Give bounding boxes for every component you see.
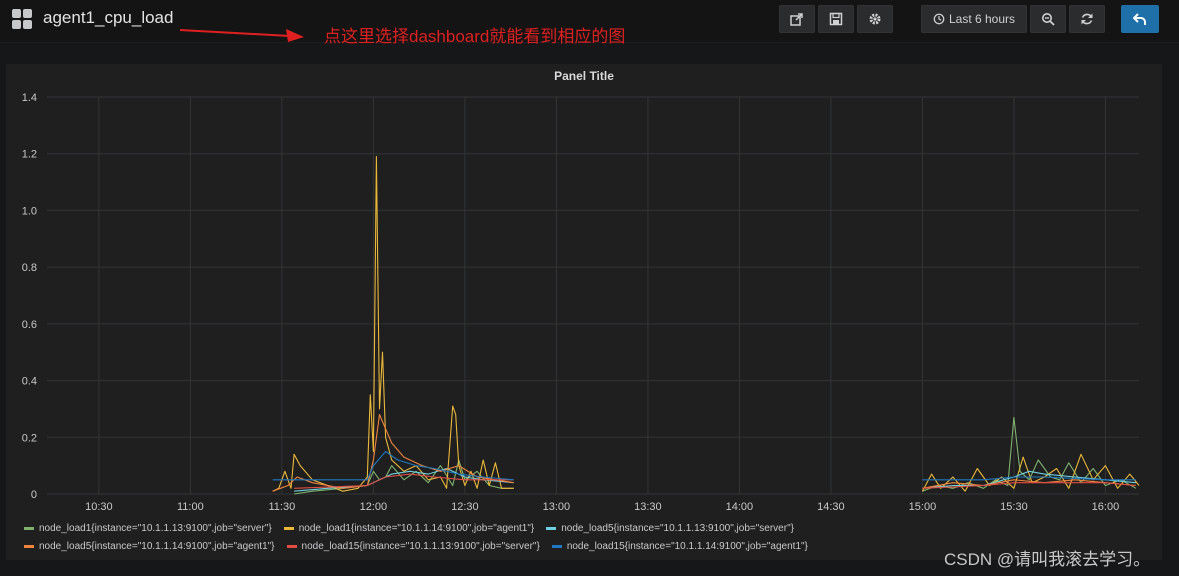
x-tick-label: 13:00 xyxy=(543,501,571,513)
x-tick-label: 11:30 xyxy=(269,501,296,513)
y-tick-label: 0.2 xyxy=(22,432,37,444)
legend-swatch xyxy=(24,526,34,530)
back-icon xyxy=(1133,13,1146,25)
y-tick-label: 0.4 xyxy=(22,376,37,388)
panel-title[interactable]: Panel Title xyxy=(554,69,614,83)
back-to-dashboard-button[interactable] xyxy=(1121,5,1159,33)
save-icon xyxy=(829,12,843,26)
zoom-out-icon xyxy=(1042,13,1055,26)
x-tick-label: 12:30 xyxy=(451,501,479,513)
x-tick-label: 11:00 xyxy=(177,501,204,513)
legend-swatch xyxy=(551,544,562,548)
legend-label: node_load5{instance="10.1.1.13:9100",job… xyxy=(561,522,794,534)
dashboard-grid-icon[interactable] xyxy=(12,9,32,29)
series-line-5-segment-0[interactable] xyxy=(272,450,514,481)
clock-icon xyxy=(933,13,945,25)
legend-item[interactable]: node_load1{instance="10.1.1.14:9100",job… xyxy=(283,522,535,534)
legend-label: node_load5{instance="10.1.1.14:9100",job… xyxy=(39,540,275,552)
legend-swatch xyxy=(546,526,557,530)
time-range-picker[interactable]: Last 6 hours xyxy=(921,5,1027,33)
y-tick-label: 0 xyxy=(31,489,37,501)
top-navbar: agent1_cpu_load 点这里选择dashboard就能看到相应的图 L… xyxy=(0,0,1179,46)
time-range-label: Last 6 hours xyxy=(948,12,1016,26)
series-line-5-segment-1[interactable] xyxy=(922,476,1136,481)
legend-label: node_load15{instance="10.1.1.13:9100",jo… xyxy=(301,540,540,552)
x-tick-label: 14:00 xyxy=(726,501,754,513)
annotation-text: 点这里选择dashboard就能看到相应的图 xyxy=(324,27,626,46)
legend-swatch xyxy=(286,544,297,548)
legend-item[interactable]: node_load5{instance="10.1.1.14:9100",job… xyxy=(24,541,275,552)
x-tick-label: 15:00 xyxy=(909,501,937,513)
dashboard-title[interactable]: agent1_cpu_load xyxy=(43,8,174,27)
share-dashboard-button[interactable] xyxy=(779,5,815,33)
refresh-icon xyxy=(1081,13,1093,25)
save-dashboard-button[interactable] xyxy=(818,5,854,33)
graph-panel: Panel Title 0 0.2 0.4 0.6 0.8 1.0 1.2 1.4 10:30 1… xyxy=(6,64,1162,560)
share-icon xyxy=(790,13,803,26)
legend-label: node_load1{instance="10.1.1.14:9100",job… xyxy=(298,522,535,534)
series-line-4-segment-1[interactable] xyxy=(922,482,1136,489)
zoom-out-button[interactable] xyxy=(1030,5,1066,33)
y-tick-label: 0.6 xyxy=(22,319,37,331)
series-line-4-segment-0[interactable] xyxy=(294,473,514,489)
y-tick-label: 1.2 xyxy=(22,149,37,161)
x-tick-label: 14:30 xyxy=(817,501,845,513)
legend-item[interactable]: node_load1{instance="10.1.1.13:9100",job… xyxy=(24,523,272,534)
x-tick-label: 15:30 xyxy=(1000,501,1028,513)
y-tick-label: 1.0 xyxy=(22,205,37,217)
refresh-button[interactable] xyxy=(1069,5,1105,33)
settings-button[interactable] xyxy=(857,5,893,33)
watermark: CSDN @请叫我滚去学习。 xyxy=(944,550,1151,569)
series-line-0-segment-1[interactable] xyxy=(922,416,1137,492)
legend-swatch xyxy=(283,526,294,530)
legend-item[interactable]: node_load15{instance="10.1.1.14:9100",jo… xyxy=(551,540,808,552)
x-tick-label: 12:00 xyxy=(360,501,388,513)
x-tick-label: 10:30 xyxy=(85,501,113,513)
y-tick-label: 0.8 xyxy=(22,262,37,274)
x-tick-label: 16:00 xyxy=(1092,501,1120,513)
legend-label: node_load15{instance="10.1.1.14:9100",jo… xyxy=(566,540,808,552)
legend-swatch xyxy=(24,544,34,548)
chart-legend: node_load1{instance="10.1.1.13:9100",job… xyxy=(24,519,924,555)
line-chart[interactable]: 0 0.2 0.4 0.6 0.8 1.0 1.2 1.4 10:30 11:00 11:30 12:… xyxy=(6,64,1162,514)
y-tick-label: 1.4 xyxy=(22,92,37,104)
annotation-arrow-icon xyxy=(180,29,304,42)
legend-item[interactable]: node_load15{instance="10.1.1.13:9100",jo… xyxy=(286,540,540,552)
gear-icon xyxy=(869,13,881,25)
legend-label: node_load1{instance="10.1.1.13:9100",job… xyxy=(39,522,272,534)
x-tick-label: 13:30 xyxy=(634,501,662,513)
legend-item[interactable]: node_load5{instance="10.1.1.13:9100",job… xyxy=(546,523,794,534)
